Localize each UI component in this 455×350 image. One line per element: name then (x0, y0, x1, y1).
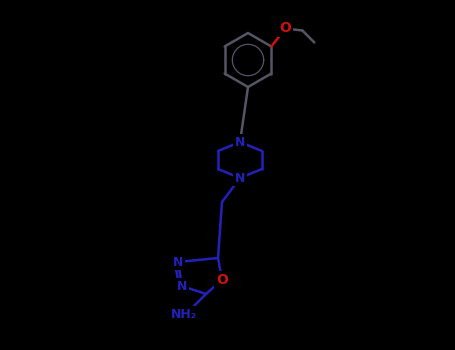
Text: N: N (235, 135, 245, 148)
Text: N: N (173, 256, 183, 268)
Text: O: O (279, 21, 291, 35)
Text: O: O (216, 273, 228, 287)
Text: NH₂: NH₂ (171, 308, 197, 321)
Text: N: N (235, 172, 245, 184)
Text: N: N (177, 280, 187, 293)
